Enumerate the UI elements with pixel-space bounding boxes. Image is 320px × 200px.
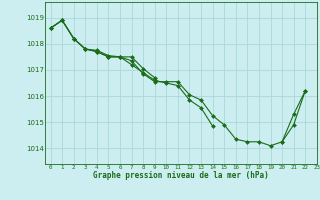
X-axis label: Graphe pression niveau de la mer (hPa): Graphe pression niveau de la mer (hPa): [93, 171, 269, 180]
